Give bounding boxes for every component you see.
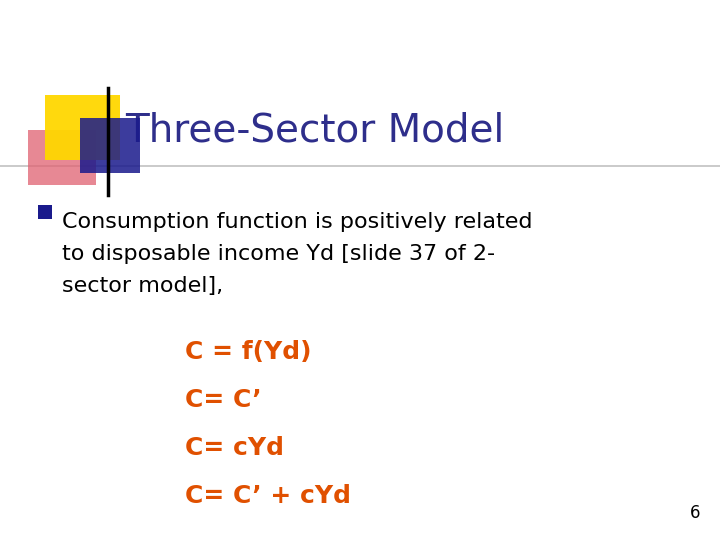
Bar	[45, 95, 120, 160]
Text: to disposable income Yd [slide 37 of 2-: to disposable income Yd [slide 37 of 2-	[62, 244, 495, 264]
Text: sector model],: sector model],	[62, 276, 223, 296]
Text: C= C’ + cYd: C= C’ + cYd	[185, 484, 351, 508]
Text: C= cYd: C= cYd	[185, 436, 284, 460]
Text: Consumption function is positively related: Consumption function is positively relat…	[62, 212, 533, 232]
Bar	[28, 130, 96, 185]
Text: C = f(Yd): C = f(Yd)	[185, 340, 312, 364]
Text: Three-Sector Model: Three-Sector Model	[125, 111, 504, 149]
Text: C= C’: C= C’	[185, 388, 261, 412]
Bar	[80, 118, 140, 173]
Bar	[38, 205, 52, 219]
Bar	[0, 165, 720, 167]
Text: 6: 6	[690, 504, 700, 522]
